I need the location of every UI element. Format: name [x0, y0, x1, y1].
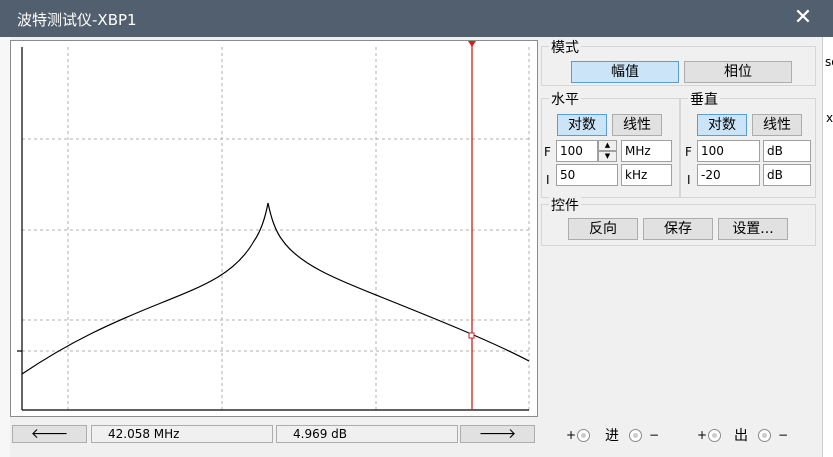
mode-group [541, 46, 816, 86]
magnitude-curve [21, 202, 530, 375]
horizontal-initial-unit[interactable]: kHz [621, 164, 672, 186]
out-minus-terminal[interactable] [758, 429, 771, 442]
background-strip-right: so x [822, 37, 833, 457]
magnitude-button[interactable]: 幅值 [571, 61, 679, 83]
grid-lines [22, 47, 530, 410]
vertical-log-button[interactable]: 对数 [697, 114, 747, 136]
cursor-marker [468, 332, 475, 339]
out-plus-label: + [697, 428, 708, 442]
bode-plot-svg [17, 41, 530, 411]
horizontal-final-unit[interactable]: MHz [621, 140, 672, 162]
phase-button[interactable]: 相位 [684, 61, 792, 83]
background-text: so [825, 55, 833, 69]
plot-frame [17, 47, 529, 411]
out-minus-label: − [778, 428, 789, 442]
horizontal-log-button[interactable]: 对数 [557, 114, 607, 136]
horizontal-final-prefix: F [544, 145, 551, 159]
vertical-final-unit[interactable]: dB [763, 140, 811, 162]
vertical-final-input[interactable]: 100 [697, 140, 760, 162]
horizontal-linear-button[interactable]: 线性 [612, 114, 662, 136]
in-minus-label: − [649, 428, 660, 442]
title-bar [0, 0, 833, 37]
arrow-left-icon[interactable]: 🡐 [12, 425, 87, 443]
vertical-initial-input[interactable]: -20 [697, 164, 760, 186]
reverse-button[interactable]: 反向 [568, 218, 638, 240]
window-title: 波特测试仪-XBP1 [17, 11, 137, 29]
spin-down-icon[interactable]: ▼ [598, 151, 617, 162]
settings-button[interactable]: 设置... [718, 218, 788, 240]
cursor-handle [468, 41, 476, 47]
out-label: 出 [734, 428, 748, 444]
vertical-final-prefix: F [685, 145, 692, 159]
cursor-value-readout: 4.969 dB [276, 425, 458, 443]
vertical-initial-prefix: I [687, 173, 691, 187]
cursor-frequency-readout: 42.058 MHz [91, 425, 273, 443]
vertical-linear-button[interactable]: 线性 [752, 114, 802, 136]
vertical-group [680, 98, 816, 198]
out-plus-terminal[interactable] [708, 429, 721, 442]
horizontal-final-input[interactable]: 100 [556, 140, 598, 162]
vertical-initial-unit[interactable]: dB [763, 164, 811, 186]
vertical-label: 垂直 [688, 89, 720, 109]
horizontal-group [541, 98, 680, 198]
horizontal-label: 水平 [549, 89, 581, 109]
in-plus-label: + [566, 428, 577, 442]
in-label: 进 [605, 428, 619, 444]
horizontal-initial-input[interactable]: 50 [556, 164, 618, 186]
arrow-right-icon[interactable]: 🡒 [460, 425, 535, 443]
save-button[interactable]: 保存 [643, 218, 713, 240]
background-strip-left [0, 37, 10, 457]
controls-label: 控件 [549, 195, 581, 215]
controls-group [541, 204, 816, 246]
horizontal-initial-prefix: I [546, 173, 550, 187]
close-icon[interactable]: ✕ [793, 5, 813, 30]
mode-label: 模式 [549, 37, 581, 57]
bode-plot[interactable] [10, 40, 538, 417]
spin-up-icon[interactable]: ▲ [598, 140, 617, 151]
background-text: x [826, 111, 833, 125]
in-plus-terminal[interactable] [577, 429, 590, 442]
in-minus-terminal[interactable] [629, 429, 642, 442]
